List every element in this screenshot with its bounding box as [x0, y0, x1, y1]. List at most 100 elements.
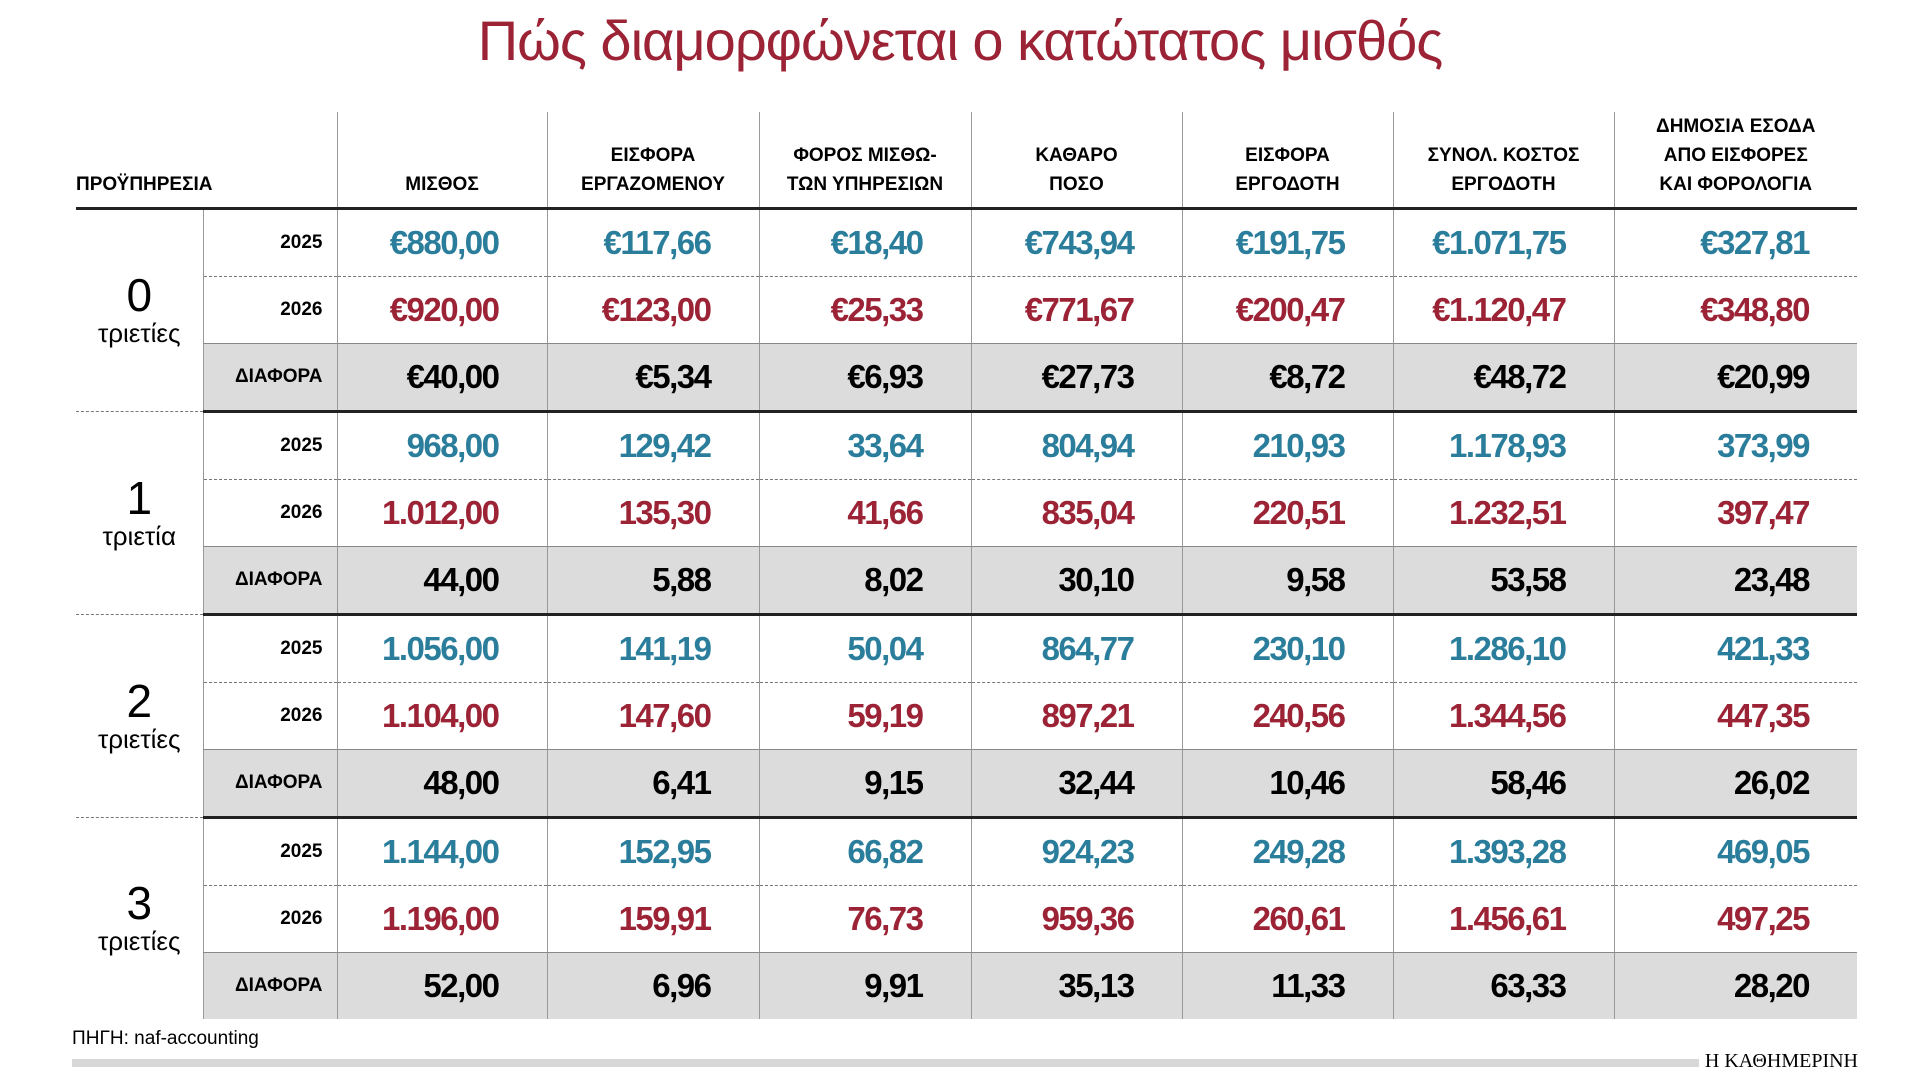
table-row: 2026 1.196,00 159,91 76,73 959,36 260,61 1.456…	[76, 885, 1857, 953]
value-cell: 864,77	[970, 614, 1182, 683]
row-label: 2025	[202, 614, 337, 683]
group-unit: τριετίες	[97, 318, 181, 348]
value-cell: 1.286,10	[1392, 614, 1614, 683]
value-cell: 30,10	[970, 546, 1182, 616]
value-cell: €40,00	[336, 343, 547, 413]
table-row: 2026 1.104,00 147,60 59,19 897,21 240,56 1.344…	[76, 682, 1857, 750]
value-cell: €123,00	[546, 276, 759, 344]
value-cell: 76,73	[758, 885, 971, 953]
value-cell: €20,99	[1613, 343, 1857, 413]
row-label: ΔΙΑΦΟΡΑ	[202, 546, 337, 616]
value-cell: 129,42	[546, 411, 759, 480]
value-cell: 240,56	[1181, 682, 1393, 750]
value-cell: €27,73	[970, 343, 1182, 413]
source: ΠΗΓΗ: naf-accounting	[72, 1028, 259, 1049]
value-cell: 1.144,00	[336, 817, 547, 886]
value-cell: 1.056,00	[336, 614, 547, 683]
value-cell: 58,46	[1392, 749, 1614, 819]
row-label: 2026	[202, 276, 337, 344]
salary-table: ΠΡΟΫΠΗΡΕΣΙΑ ΜΙΣΘΟΣ ΕΙΣΦΟΡΑ ΕΡΓΑΖΟΜΕΝΟΥ ΦΟΡΟ…	[76, 112, 1857, 1019]
group-number: 0	[126, 269, 153, 321]
value-cell: 1.232,51	[1392, 479, 1614, 547]
value-cell: €117,66	[546, 208, 759, 277]
group-cell: 3 τριετίες	[76, 818, 203, 1020]
table-row: 1 τριετία 2025 968,00 129,42 33,64 804,94 210,9…	[76, 411, 1857, 615]
value-cell: 35,13	[970, 952, 1182, 1019]
column-header: ΕΙΣΦΟΡΑ ΕΡΓΟΔΟΤΗ	[1181, 112, 1393, 210]
value-cell: 44,00	[336, 546, 547, 616]
value-cell: 220,51	[1181, 479, 1393, 547]
value-cell: 33,64	[758, 411, 971, 480]
value-cell: €8,72	[1181, 343, 1393, 413]
group-unit: τριετία	[102, 520, 176, 551]
column-header: ΔΗΜΟΣΙΑ ΕΣΟΔΑ ΑΠΟ ΕΙΣΦΟΡΕΣ ΚΑΙ ΦΟΡΟΛΟΓΙΑ	[1613, 112, 1857, 210]
value-cell: 1.178,93	[1392, 411, 1614, 480]
value-cell: 1.344,56	[1392, 682, 1614, 750]
value-cell: 41,66	[758, 479, 971, 547]
value-cell: 968,00	[336, 411, 547, 480]
value-cell: €191,75	[1181, 208, 1393, 277]
value-cell: 66,82	[758, 817, 971, 886]
value-cell: 32,44	[970, 749, 1182, 819]
value-cell: €327,81	[1613, 208, 1857, 277]
footer-bar	[72, 1059, 1857, 1067]
row-label: 2025	[202, 208, 337, 277]
column-header: ΣΥΝΟΛ. ΚΟΣΤΟΣ ΕΡΓΟΔΟΤΗ	[1392, 112, 1614, 210]
row-label: 2025	[202, 411, 337, 480]
value-cell: 249,28	[1181, 817, 1393, 886]
value-cell: €1.071,75	[1392, 208, 1614, 277]
value-cell: 230,10	[1181, 614, 1393, 683]
column-header: ΕΙΣΦΟΡΑ ΕΡΓΑΖΟΜΕΝΟΥ	[546, 112, 759, 210]
row-label: ΔΙΑΦΟΡΑ	[202, 749, 337, 819]
value-cell: 9,15	[758, 749, 971, 819]
value-cell: 52,00	[336, 952, 547, 1019]
value-cell: 1.012,00	[336, 479, 547, 547]
value-cell: 10,46	[1181, 749, 1393, 819]
value-cell: €18,40	[758, 208, 971, 277]
column-header: ΚΑΘΑΡΟ ΠΟΣΟ	[970, 112, 1182, 210]
value-cell: 26,02	[1613, 749, 1857, 819]
table-row: ΔΙΑΦΟΡΑ 52,00 6,96 9,91 35,13 11,33 63,33 28,20	[76, 952, 1857, 1019]
value-cell: 63,33	[1392, 952, 1614, 1019]
value-cell: 135,30	[546, 479, 759, 547]
value-cell: 835,04	[970, 479, 1182, 547]
value-cell: 260,61	[1181, 885, 1393, 953]
value-cell: 28,20	[1613, 952, 1857, 1019]
group-unit: τριετίες	[97, 926, 181, 956]
value-cell: 9,91	[758, 952, 971, 1019]
value-cell: 48,00	[336, 749, 547, 819]
value-cell: 141,19	[546, 614, 759, 683]
row-label: 2025	[202, 817, 337, 886]
value-cell: 50,04	[758, 614, 971, 683]
row-label: 2026	[202, 682, 337, 750]
value-cell: 1.104,00	[336, 682, 547, 750]
value-cell: 152,95	[546, 817, 759, 886]
value-cell: 447,35	[1613, 682, 1857, 750]
value-cell: €25,33	[758, 276, 971, 344]
value-cell: 6,41	[546, 749, 759, 819]
column-header: ΦΟΡΟΣ ΜΙΣΘΩ- ΤΩΝ ΥΠΗΡΕΣΙΩΝ	[758, 112, 971, 210]
value-cell: €6,93	[758, 343, 971, 413]
row-label: ΔΙΑΦΟΡΑ	[202, 343, 337, 413]
value-cell: 210,93	[1181, 411, 1393, 480]
value-cell: 804,94	[970, 411, 1182, 480]
row-label: ΔΙΑΦΟΡΑ	[202, 952, 337, 1019]
value-cell: €771,67	[970, 276, 1182, 344]
table-row: ΔΙΑΦΟΡΑ 44,00 5,88 8,02 30,10 9,58 53,58 23,48	[76, 546, 1857, 616]
value-cell: €200,47	[1181, 276, 1393, 344]
table-row: 2 τριετίες 2025 1.056,00 141,19 50,04 864,77 23…	[76, 614, 1857, 818]
row-label: 2026	[202, 479, 337, 547]
value-cell: 373,99	[1613, 411, 1857, 480]
group-number: 2	[126, 674, 153, 727]
group-cell: 1 τριετία	[76, 411, 203, 615]
value-cell: 53,58	[1392, 546, 1614, 616]
value-cell: 897,21	[970, 682, 1182, 750]
value-cell: €880,00	[336, 208, 547, 277]
value-cell: 6,96	[546, 952, 759, 1019]
value-cell: 147,60	[546, 682, 759, 750]
value-cell: 1.196,00	[336, 885, 547, 953]
value-cell: €743,94	[970, 208, 1182, 277]
value-cell: 924,23	[970, 817, 1182, 886]
header-row: ΠΡΟΫΠΗΡΕΣΙΑ ΜΙΣΘΟΣ ΕΙΣΦΟΡΑ ΕΡΓΑΖΟΜΕΝΟΥ ΦΟΡΟ…	[76, 112, 1857, 210]
